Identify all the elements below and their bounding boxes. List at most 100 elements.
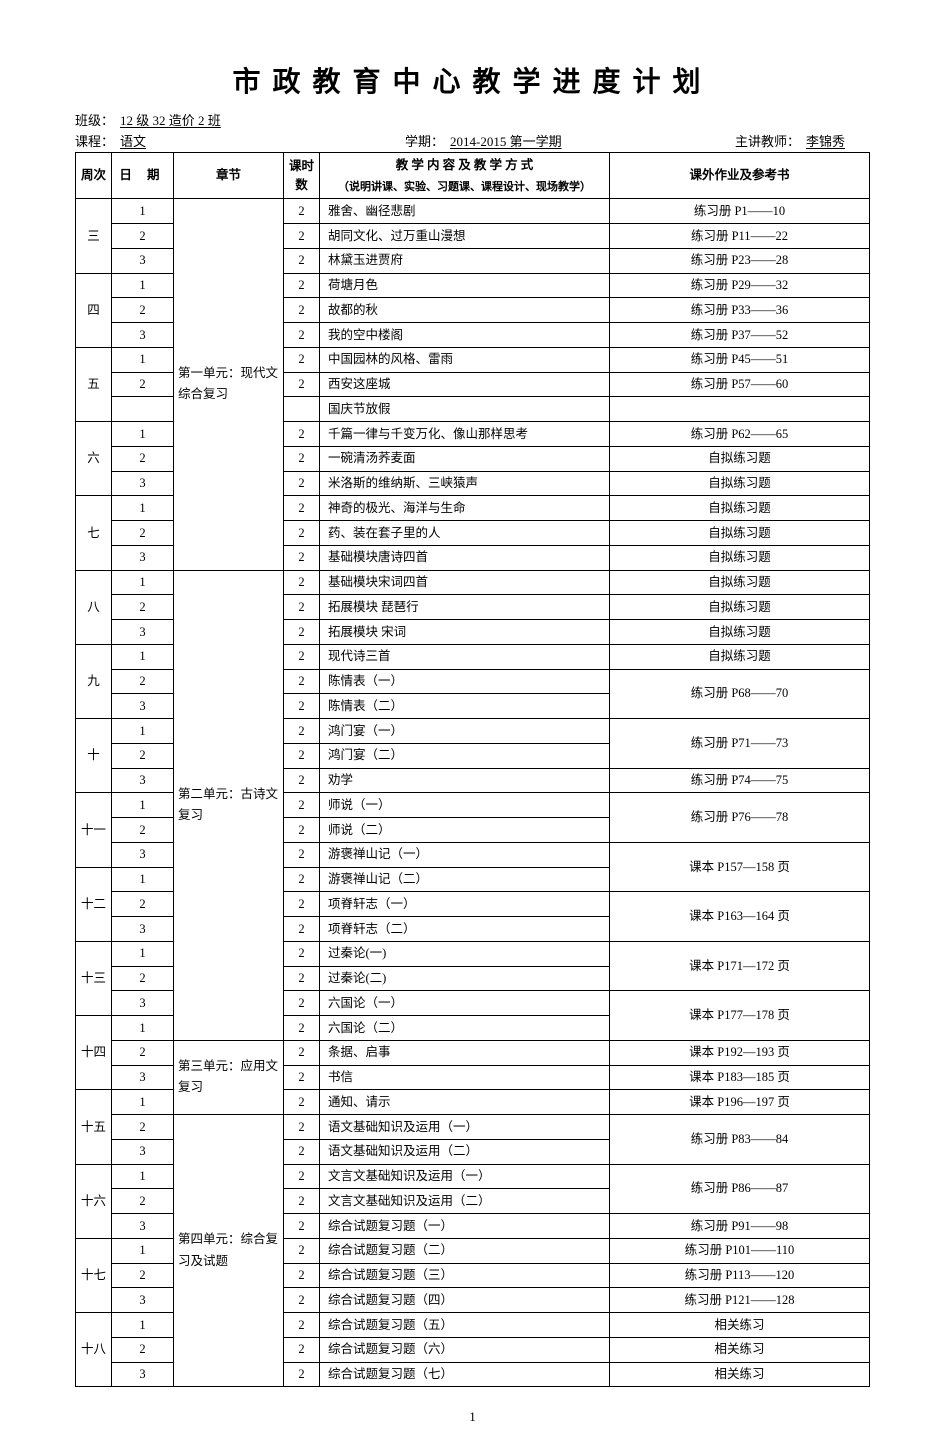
hours-cell: 2 <box>284 694 320 719</box>
content-cell: 综合试题复习题（五） <box>320 1313 610 1338</box>
day-cell: 2 <box>112 892 174 917</box>
hours-cell: 2 <box>284 644 320 669</box>
hours-cell: 2 <box>284 372 320 397</box>
hours-cell: 2 <box>284 347 320 372</box>
homework-cell: 练习册 P76——78 <box>610 793 870 843</box>
hours-cell: 2 <box>284 298 320 323</box>
homework-cell: 练习册 P121——128 <box>610 1288 870 1313</box>
homework-cell: 练习册 P23——28 <box>610 248 870 273</box>
content-cell: 胡同文化、过万重山漫想 <box>320 224 610 249</box>
day-cell: 3 <box>112 545 174 570</box>
content-cell: 荷塘月色 <box>320 273 610 298</box>
day-cell: 1 <box>112 273 174 298</box>
content-cell: 米洛斯的维纳斯、三峡猿声 <box>320 471 610 496</box>
week-cell: 七 <box>76 496 112 570</box>
homework-cell: 自拟练习题 <box>610 595 870 620</box>
content-cell: 游褒禅山记（二） <box>320 867 610 892</box>
homework-cell: 自拟练习题 <box>610 545 870 570</box>
day-cell: 1 <box>112 644 174 669</box>
content-cell: 文言文基础知识及运用（一） <box>320 1164 610 1189</box>
hours-cell: 2 <box>284 273 320 298</box>
hours-cell: 2 <box>284 1263 320 1288</box>
homework-cell: 课本 P157—158 页 <box>610 842 870 892</box>
content-cell: 综合试题复习题（六） <box>320 1337 610 1362</box>
schedule-table: 周次 日 期 章节 课时数 教 学 内 容 及 教 学 方 式 课外作业及参考书… <box>75 152 870 1387</box>
homework-cell: 练习册 P68——70 <box>610 669 870 719</box>
homework-cell: 课本 P163—164 页 <box>610 892 870 942</box>
day-cell: 1 <box>112 867 174 892</box>
week-cell: 三 <box>76 199 112 273</box>
meta-row-1: 班级： 12 级 32 造价 2 班 <box>75 110 870 129</box>
week-cell: 十七 <box>76 1238 112 1312</box>
day-cell: 2 <box>112 1189 174 1214</box>
homework-cell: 自拟练习题 <box>610 644 870 669</box>
day-cell: 3 <box>112 991 174 1016</box>
term-label: 学期： <box>405 131 444 150</box>
week-cell: 十四 <box>76 1016 112 1090</box>
content-cell: 鸿门宴（二） <box>320 743 610 768</box>
homework-cell: 自拟练习题 <box>610 570 870 595</box>
week-cell: 十二 <box>76 867 112 941</box>
hours-cell: 2 <box>284 1016 320 1041</box>
hours-cell: 2 <box>284 620 320 645</box>
content-cell: 六国论（二） <box>320 1016 610 1041</box>
week-cell: 十三 <box>76 941 112 1015</box>
hours-cell: 2 <box>284 966 320 991</box>
day-cell: 1 <box>112 570 174 595</box>
homework-cell <box>610 397 870 422</box>
day-cell: 3 <box>112 1288 174 1313</box>
homework-cell: 练习册 P62——65 <box>610 422 870 447</box>
course-label: 课程： <box>75 131 114 150</box>
day-cell: 2 <box>112 1337 174 1362</box>
day-cell: 2 <box>112 521 174 546</box>
content-cell: 过秦论(二) <box>320 966 610 991</box>
hours-cell: 2 <box>284 1090 320 1115</box>
hours-cell: 2 <box>284 743 320 768</box>
content-cell: 故都的秋 <box>320 298 610 323</box>
content-cell: 一碗清汤荞麦面 <box>320 446 610 471</box>
content-cell: 基础模块宋词四首 <box>320 570 610 595</box>
day-cell: 3 <box>112 1139 174 1164</box>
week-cell: 十六 <box>76 1164 112 1238</box>
content-cell: 综合试题复习题（四） <box>320 1288 610 1313</box>
content-cell: 条据、启事 <box>320 1040 610 1065</box>
homework-cell: 练习册 P29——32 <box>610 273 870 298</box>
content-cell: 项脊轩志（二） <box>320 917 610 942</box>
week-cell: 十八 <box>76 1313 112 1387</box>
content-cell: 项脊轩志（一） <box>320 892 610 917</box>
hours-cell: 2 <box>284 1214 320 1239</box>
content-cell: 我的空中楼阁 <box>320 323 610 348</box>
hours-cell: 2 <box>284 595 320 620</box>
homework-cell: 自拟练习题 <box>610 620 870 645</box>
hdr-chapter: 章节 <box>174 153 284 199</box>
chapter-cell: 第四单元：综合复习及试题 <box>174 1115 284 1387</box>
hours-cell: 2 <box>284 545 320 570</box>
table-row: 三1第一单元：现代文综合复习2雅舍、幽径悲剧练习册 P1——10 <box>76 199 870 224</box>
day-cell: 2 <box>112 224 174 249</box>
day-cell: 1 <box>112 1238 174 1263</box>
hours-cell <box>284 397 320 422</box>
content-cell: 过秦论(一) <box>320 941 610 966</box>
homework-cell: 相关练习 <box>610 1362 870 1387</box>
table-row: 八1第二单元：古诗文复习2基础模块宋词四首自拟练习题 <box>76 570 870 595</box>
content-cell: 拓展模块 琵琶行 <box>320 595 610 620</box>
chapter-cell: 第一单元：现代文综合复习 <box>174 199 284 570</box>
hours-cell: 2 <box>284 570 320 595</box>
day-cell: 1 <box>112 1313 174 1338</box>
day-cell: 1 <box>112 199 174 224</box>
hours-cell: 2 <box>284 521 320 546</box>
day-cell: 1 <box>112 1164 174 1189</box>
day-cell: 3 <box>112 323 174 348</box>
homework-cell: 自拟练习题 <box>610 521 870 546</box>
day-cell: 1 <box>112 1090 174 1115</box>
content-cell: 药、装在套子里的人 <box>320 521 610 546</box>
hours-cell: 2 <box>284 1337 320 1362</box>
content-cell: 综合试题复习题（一） <box>320 1214 610 1239</box>
content-cell: 综合试题复习题（七） <box>320 1362 610 1387</box>
day-cell: 1 <box>112 719 174 744</box>
chapter-cell: 第二单元：古诗文复习 <box>174 570 284 1040</box>
homework-cell: 练习册 P113——120 <box>610 1263 870 1288</box>
day-cell: 3 <box>112 694 174 719</box>
day-cell: 2 <box>112 1040 174 1065</box>
content-cell: 鸿门宴（一） <box>320 719 610 744</box>
